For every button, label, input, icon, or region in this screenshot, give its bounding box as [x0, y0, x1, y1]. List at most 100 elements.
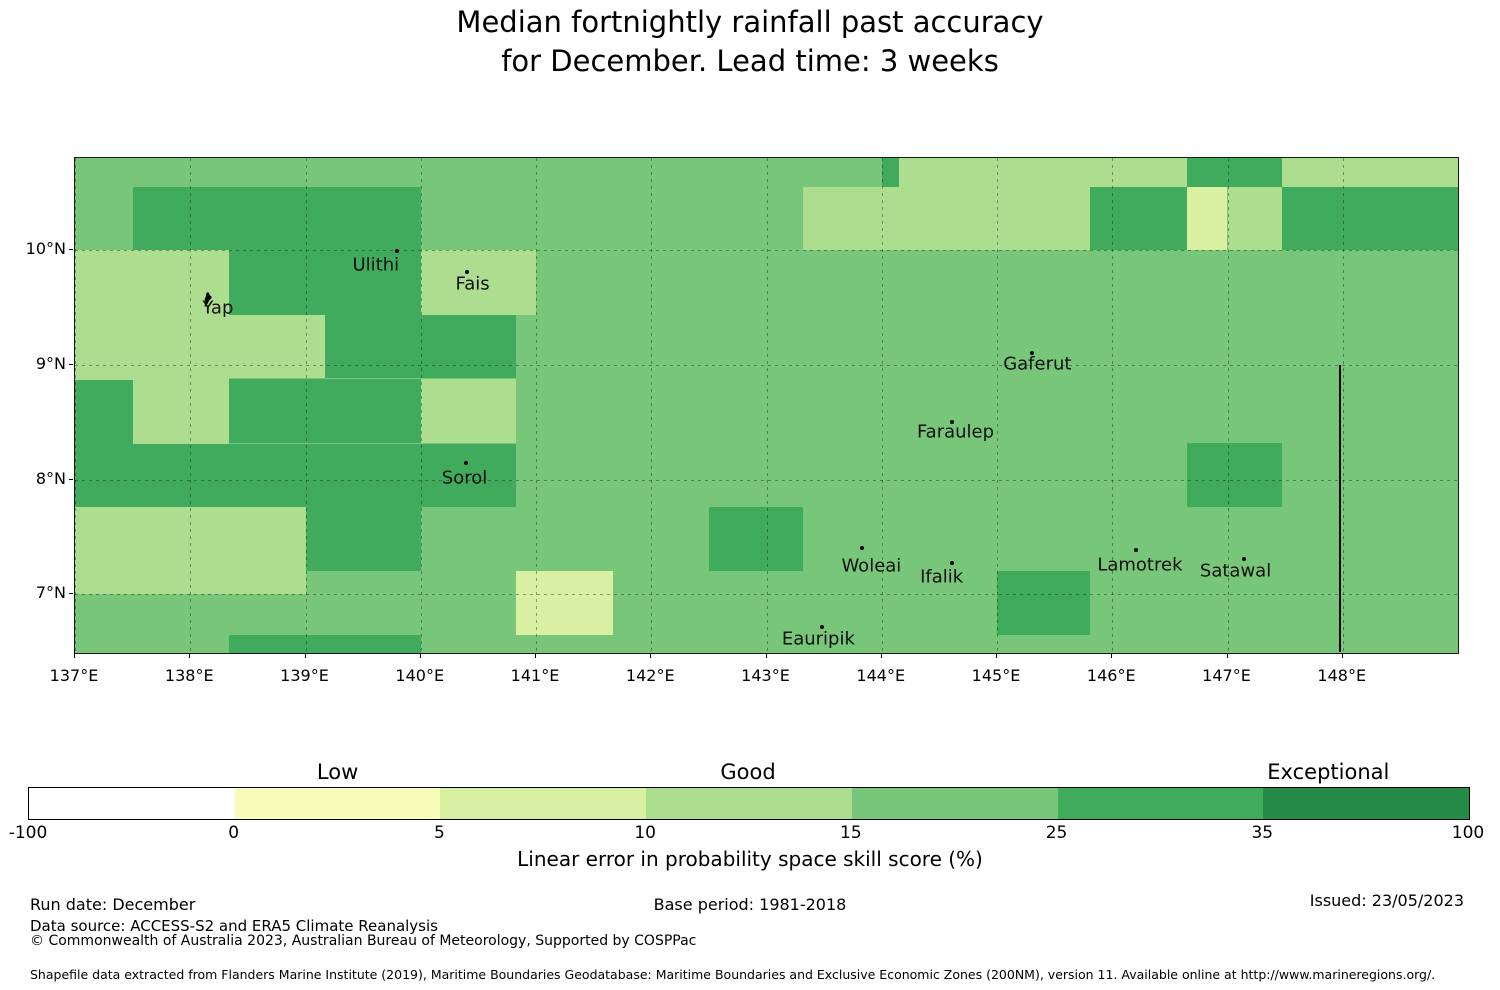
map-cell [325, 315, 421, 379]
y-tick [69, 478, 73, 480]
colorbar-tick-label: 0 [228, 823, 240, 843]
chart-title: Median fortnightly rainfall past accurac… [0, 3, 1500, 81]
colorbar-region-label-good: Good [720, 760, 776, 784]
map-cell [1281, 186, 1458, 250]
x-tick [650, 654, 652, 658]
island-label-ifalik: Ifalik [920, 566, 964, 588]
island-label-faraulep: Faraulep [916, 421, 995, 443]
copyright-text: © Commonwealth of Australia 2023, Austra… [30, 933, 697, 949]
colorbar-region-label-low: Low [316, 760, 359, 784]
map-cell [132, 186, 421, 250]
shapefile-note-text: Shapefile data extracted from Flanders M… [30, 967, 1436, 982]
map-cell [132, 249, 230, 444]
grid-line-vertical [305, 158, 307, 653]
x-tick-label: 145°E [971, 666, 1021, 685]
map-cell [229, 634, 421, 653]
chart-title-line1: Median fortnightly rainfall past accurac… [456, 5, 1044, 39]
grid-line-vertical [536, 158, 537, 653]
colorbar [28, 787, 1470, 820]
y-tick-label: 8°N [35, 468, 66, 488]
x-tick-label: 137°E [49, 666, 99, 685]
colorbar-tick-label: 100 [1451, 823, 1485, 843]
colorbar-tick-label: 10 [634, 823, 656, 843]
issued-date-text: Issued: 23/05/2023 [1309, 891, 1464, 910]
map-cell [1281, 158, 1458, 187]
island-dot-gaferut [1029, 351, 1034, 356]
island-dot-ifalik [950, 561, 955, 566]
grid-line-horizontal [75, 249, 1458, 251]
grid-line-vertical [651, 158, 653, 653]
y-tick-label: 7°N [35, 583, 66, 603]
x-tick [189, 654, 191, 658]
map-cell [420, 378, 517, 443]
map-plot-area: Yap Ulithi Fais Gaferut Faraulep Sorol Woleai I… [74, 157, 1459, 654]
x-tick-label: 140°E [395, 666, 445, 685]
map-cell [516, 571, 614, 635]
x-tick-label: 138°E [164, 666, 214, 685]
map-cell [881, 158, 900, 187]
x-tick-label: 141°E [510, 666, 560, 685]
map-cell [229, 378, 421, 443]
grid-line-vertical [766, 158, 768, 653]
colorbar-segment [234, 788, 441, 819]
colorbar-segment [646, 788, 852, 819]
colorbar-axis-label: Linear error in probability space skill … [517, 847, 983, 871]
map-cell [899, 158, 1188, 187]
colorbar-segment [1057, 788, 1264, 819]
x-tick [304, 654, 306, 658]
map-cell [75, 443, 517, 508]
y-tick [69, 248, 73, 250]
island-label-yap: Yap [202, 297, 234, 319]
y-tick-label: 9°N [35, 353, 66, 373]
colorbar-tick-label: 35 [1251, 823, 1274, 843]
x-tick [765, 654, 767, 658]
x-tick [74, 654, 75, 658]
x-tick-label: 146°E [1086, 666, 1136, 685]
island-label-lamotrek: Lamotrek [1097, 554, 1183, 576]
grid-line-horizontal [75, 479, 1458, 481]
grid-line-vertical [881, 158, 883, 653]
island-dot-sorol [463, 461, 468, 466]
map-cell [1187, 442, 1282, 508]
x-tick [996, 654, 997, 658]
x-tick-label: 139°E [280, 666, 329, 685]
y-tick-label: 10°N [25, 238, 66, 258]
grid-line-horizontal [75, 594, 1458, 596]
map-cell [75, 249, 133, 380]
x-tick-label: 144°E [856, 666, 906, 685]
island-label-satawal: Satawal [1199, 560, 1272, 582]
island-label-eauripik: Eauripik [781, 628, 855, 650]
island-label-fais: Fais [455, 273, 490, 295]
map-cell [1227, 186, 1282, 250]
map-cell [803, 186, 1091, 250]
map-cell [420, 315, 517, 379]
colorbar-tick-label: 25 [1045, 823, 1068, 843]
y-tick [69, 363, 73, 365]
island-dot-ulithi [394, 249, 399, 254]
map-cell [1090, 186, 1188, 250]
grid-line-vertical [1112, 158, 1114, 653]
grid-line-vertical [1227, 158, 1229, 653]
x-tick [1226, 654, 1228, 658]
x-tick-label: 148°E [1317, 666, 1367, 685]
map-cell [75, 507, 306, 595]
x-tick [1111, 654, 1113, 658]
colorbar-segment [29, 788, 235, 819]
colorbar-tick-label: 5 [434, 823, 445, 843]
colorbar-tick-label: -100 [8, 823, 48, 843]
island-label-gaferut: Gaferut [1003, 353, 1072, 375]
colorbar-segment [440, 788, 647, 819]
colorbar-segment [851, 788, 1058, 819]
eez-boundary-line [1339, 364, 1342, 652]
chart-title-line2: for December. Lead time: 3 weeks [501, 44, 999, 78]
grid-line-vertical [1342, 158, 1344, 653]
island-shape-yap [204, 292, 212, 308]
grid-line-vertical [997, 158, 998, 653]
map-cell [305, 507, 421, 572]
run-date-text: Run date: December [30, 895, 196, 914]
map-cell [229, 315, 326, 379]
island-dot-eauripik [819, 624, 824, 629]
x-tick-label: 147°E [1202, 666, 1251, 685]
island-dot-lamotrek [1134, 547, 1139, 552]
